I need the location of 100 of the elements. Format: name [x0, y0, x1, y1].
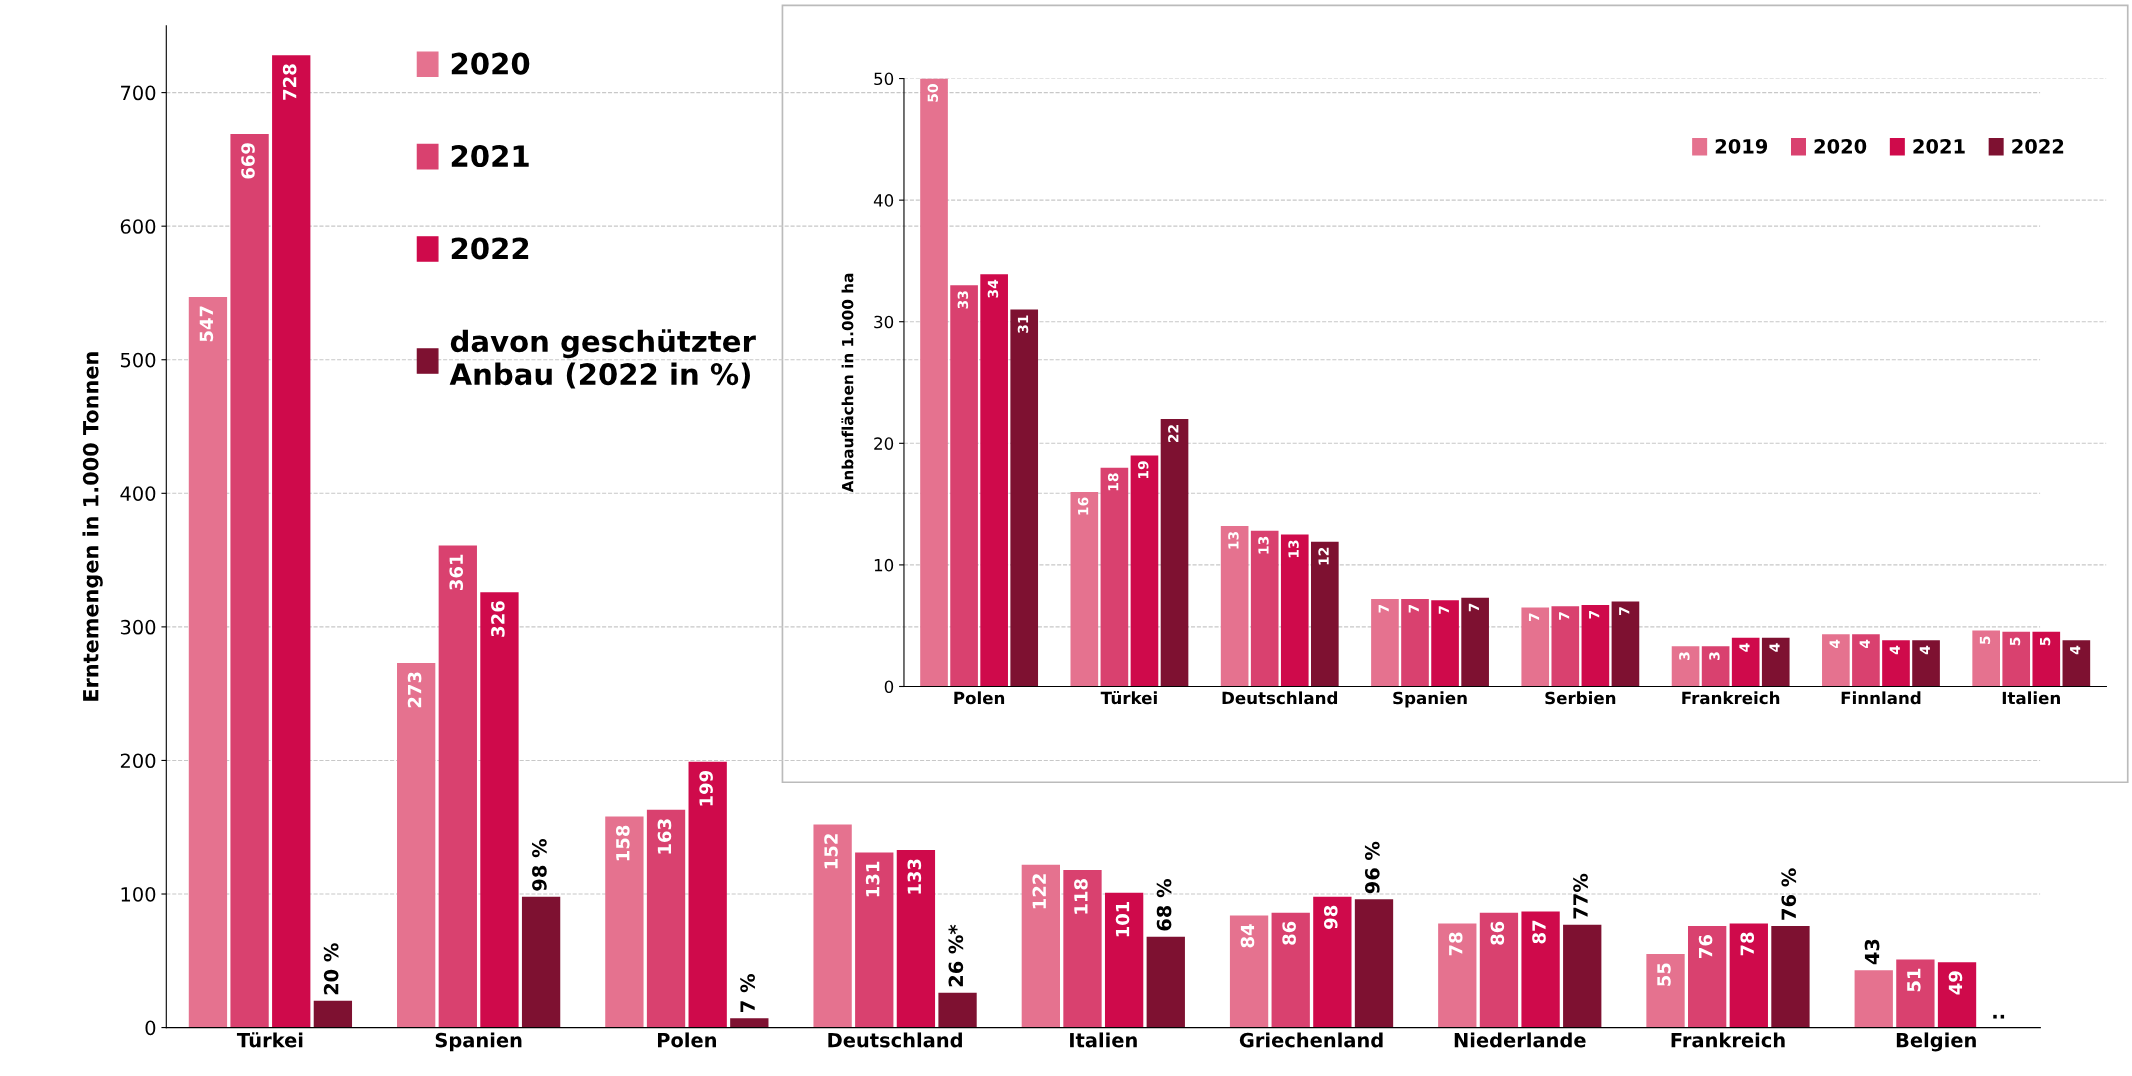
- bar: [1021, 864, 1060, 1028]
- bar: [646, 809, 686, 1028]
- bar: [1438, 923, 1477, 1028]
- data-label: 49: [1948, 971, 1963, 995]
- data-label: 51: [1907, 968, 1921, 992]
- bar: [605, 816, 644, 1028]
- bar: [1063, 869, 1102, 1028]
- bar: [1431, 600, 1459, 687]
- y-tick-label: 0: [884, 680, 894, 694]
- data-label: 16: [1077, 497, 1089, 515]
- data-label: 84: [1240, 924, 1255, 948]
- y-tick-label: 400: [120, 486, 156, 501]
- legend-label: davon geschützter Anbau (2022 in %): [449, 329, 756, 389]
- bar: [1479, 912, 1519, 1028]
- bar: [1912, 640, 1940, 687]
- legend-label: 2019: [1715, 138, 1768, 154]
- data-label: 34: [987, 279, 999, 298]
- data-label: 76: [1698, 935, 1713, 958]
- data-label: 7: [1408, 604, 1419, 613]
- y-tick-label: 10: [874, 558, 894, 572]
- data-label: 158: [615, 825, 630, 861]
- data-label: 5: [2009, 637, 2021, 646]
- bar: [896, 849, 936, 1028]
- data-label: 7 %: [740, 974, 755, 1012]
- data-label: 33: [957, 291, 969, 309]
- bar: [813, 824, 852, 1028]
- data-label: 7: [1378, 604, 1389, 613]
- bar: [1882, 640, 1910, 687]
- data-label: 728: [282, 64, 297, 100]
- x-tick-label: Polen: [657, 1032, 716, 1048]
- bar: [1581, 605, 1610, 687]
- data-label: 4: [1889, 645, 1900, 655]
- bar: [1521, 911, 1560, 1028]
- y-tick-label: 300: [120, 619, 156, 635]
- bar: [1354, 899, 1394, 1028]
- bar: [2032, 631, 2061, 687]
- data-label: 3: [1709, 652, 1720, 660]
- bar: [1401, 598, 1429, 687]
- legend-label: 2020: [451, 52, 530, 75]
- data-label: 19: [1137, 461, 1149, 479]
- bar: [397, 662, 436, 1028]
- data-label: 133: [907, 859, 922, 894]
- data-label: 98: [1323, 905, 1338, 929]
- bar: [480, 592, 519, 1028]
- data-label: 3: [1679, 652, 1690, 660]
- bar: [1563, 924, 1602, 1028]
- bar: [1271, 912, 1310, 1028]
- bar: [272, 55, 311, 1028]
- bar: [1130, 455, 1159, 687]
- bar: [438, 545, 477, 1028]
- x-tick-label: Frankreich: [1682, 691, 1780, 705]
- x-tick-label: Finnland: [1841, 691, 1921, 705]
- data-label: 4: [1919, 645, 1930, 655]
- y-tick-label: 700: [121, 85, 156, 101]
- x-tick-label: Polen: [954, 691, 1005, 705]
- bar: [313, 1000, 353, 1028]
- bar: [1731, 637, 1760, 687]
- data-label: 7: [1589, 610, 1600, 619]
- bar: [2062, 640, 2091, 687]
- legend-label: 2022: [451, 237, 529, 260]
- bar: [1229, 915, 1269, 1028]
- y-axis-title: Erntemengen in 1.000 Tonnen: [82, 352, 103, 701]
- bar: [521, 896, 561, 1028]
- bar: [730, 1018, 769, 1028]
- data-label: 547: [199, 306, 214, 342]
- data-label: 7: [1438, 606, 1449, 614]
- x-tick-label: Italien: [1070, 1032, 1137, 1048]
- data-label: 20 %: [323, 943, 339, 995]
- bar: [1611, 601, 1640, 687]
- bar: [1972, 630, 2000, 687]
- data-label: 4: [2070, 645, 2081, 655]
- bar: [1688, 926, 1727, 1028]
- data-label: 5: [1979, 636, 1991, 645]
- bar: [980, 274, 1008, 687]
- bar: [1311, 541, 1339, 687]
- bar: [2002, 631, 2031, 687]
- data-label: 87: [1532, 920, 1546, 944]
- x-tick-label: Griechenland: [1239, 1032, 1383, 1048]
- bar: [920, 78, 948, 687]
- legend-label: 2021: [1913, 138, 1965, 154]
- data-label: 163: [657, 819, 672, 854]
- x-tick-label: Deutschland: [828, 1032, 962, 1048]
- bar: [1100, 467, 1129, 687]
- bar: [1010, 309, 1039, 687]
- data-label: 86: [1282, 921, 1296, 945]
- data-label: 4: [1829, 639, 1840, 649]
- data-label: 361: [449, 554, 464, 590]
- bar: [1521, 607, 1550, 687]
- bar: [1646, 954, 1685, 1028]
- data-label: 326: [491, 601, 505, 637]
- y-tick-label: 30: [874, 315, 894, 329]
- data-label: 5: [2040, 637, 2051, 646]
- y-tick-label: 500: [120, 352, 156, 368]
- x-tick-label: Türkei: [1100, 691, 1157, 705]
- data-label: 7: [1619, 607, 1630, 615]
- legend-label: 2022: [2012, 138, 2064, 154]
- bar: [1671, 646, 1700, 687]
- bar: [1729, 923, 1768, 1028]
- bar: [1146, 936, 1185, 1028]
- y-tick-label: 20: [874, 437, 894, 450]
